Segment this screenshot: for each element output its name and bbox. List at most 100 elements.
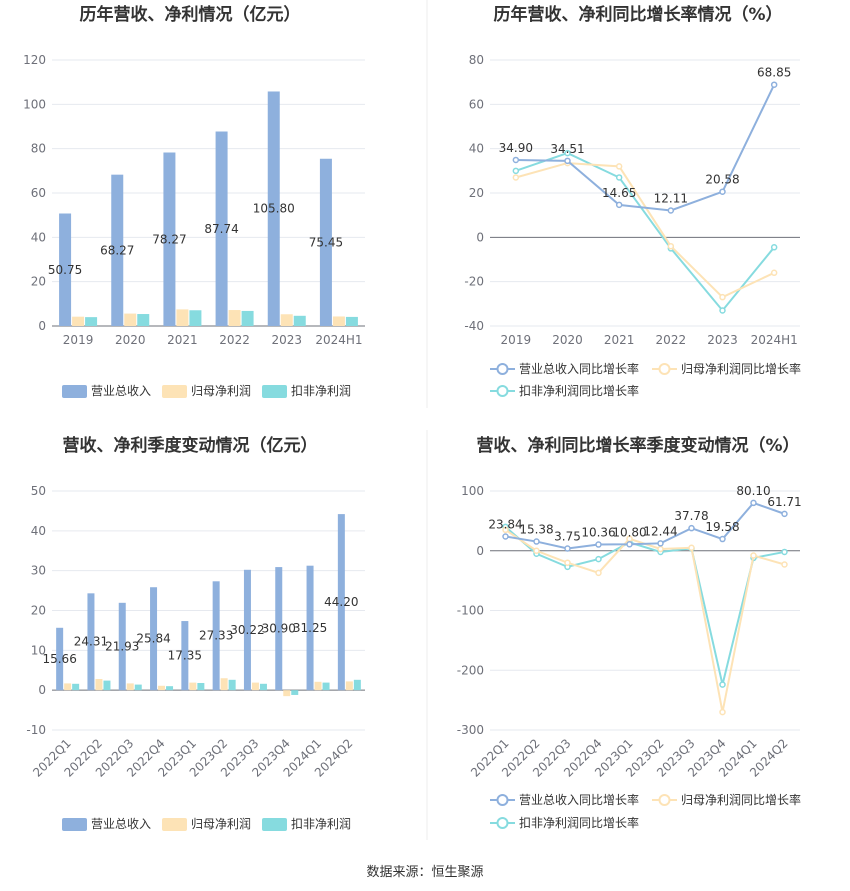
series-point bbox=[615, 174, 623, 181]
series-point bbox=[688, 524, 695, 532]
bar bbox=[118, 602, 126, 691]
bar-value-label: 21.93 bbox=[105, 639, 139, 653]
series-line bbox=[515, 152, 775, 313]
bar bbox=[197, 682, 205, 691]
series-point bbox=[615, 163, 623, 170]
bar bbox=[72, 316, 85, 326]
y-tick-label: 30 bbox=[31, 564, 46, 578]
point-value-label: 23.84 bbox=[488, 518, 522, 532]
legend-label: 归母净利润 bbox=[191, 384, 251, 398]
y-tick-label: 0 bbox=[476, 544, 484, 558]
bar bbox=[137, 314, 150, 326]
legend-swatch bbox=[162, 818, 187, 831]
legend-label: 扣非净利润同比增长率 bbox=[519, 815, 639, 830]
series-point bbox=[719, 708, 726, 716]
point-value-label: 15.38 bbox=[519, 523, 553, 537]
bar bbox=[259, 683, 267, 691]
series-point bbox=[657, 540, 664, 547]
series-point bbox=[770, 269, 778, 277]
bar bbox=[95, 679, 103, 691]
bar bbox=[134, 684, 142, 691]
chart-4: 营收、净利同比增长率季度变动情况（%）-300-200-10001002022Q… bbox=[457, 435, 802, 830]
data-source: 数据来源：恒生聚源 bbox=[366, 865, 483, 880]
bar bbox=[332, 316, 345, 326]
bar bbox=[87, 593, 95, 691]
bar bbox=[243, 569, 251, 691]
series-point bbox=[719, 535, 726, 543]
chart-title: 营收、净利同比增长率季度变动情况（%） bbox=[476, 435, 799, 456]
series-point bbox=[781, 548, 788, 556]
chart-1: 历年营收、净利情况（亿元） 0 20 40 60 80 100 120 2019 2020 2021… bbox=[23, 4, 365, 398]
bar bbox=[280, 314, 293, 326]
bar-value-label: 50.75 bbox=[48, 263, 82, 277]
series-point bbox=[626, 541, 633, 548]
x-tick-label: 2021 bbox=[167, 333, 198, 347]
y-tick-label: 0 bbox=[38, 683, 46, 697]
legend-marker bbox=[496, 817, 509, 829]
point-value-label: 80.10 bbox=[736, 484, 770, 498]
y-tick-label: -20 bbox=[464, 275, 484, 289]
legend-label: 营业总收入 bbox=[91, 384, 151, 398]
y-tick-label: 50 bbox=[31, 484, 46, 498]
bar-value-label: 105.80 bbox=[253, 202, 295, 216]
point-value-label: 20.58 bbox=[705, 173, 739, 187]
bar bbox=[189, 310, 202, 326]
y-tick-label: 0 bbox=[38, 319, 46, 333]
x-tick-label: 2019 bbox=[501, 333, 532, 347]
legend-swatch bbox=[262, 818, 287, 831]
x-tick-label: 2024H1 bbox=[315, 333, 362, 347]
series-point bbox=[781, 561, 788, 568]
series-point bbox=[667, 207, 675, 214]
bar bbox=[64, 683, 72, 691]
series-point bbox=[564, 157, 571, 165]
bar bbox=[228, 310, 241, 326]
chart-2: 历年营收、净利同比增长率情况（%） -40 -20 0 20 40 60 80 2019 2020… bbox=[464, 4, 801, 398]
legend-label: 扣非净利润 bbox=[291, 384, 351, 398]
series-point bbox=[595, 569, 602, 577]
legend-label: 营业总收入 bbox=[91, 817, 151, 831]
y-tick-label: 60 bbox=[469, 97, 484, 111]
point-value-label: 10.36 bbox=[581, 526, 615, 540]
bar bbox=[181, 621, 189, 691]
x-tick-label: 2022 bbox=[656, 333, 687, 347]
x-tick-label: 2020 bbox=[115, 333, 146, 347]
y-tick-label: 20 bbox=[469, 186, 484, 200]
bar-value-label: 17.35 bbox=[168, 649, 202, 663]
bar bbox=[314, 681, 322, 691]
bar bbox=[215, 131, 228, 326]
series-point bbox=[770, 81, 778, 88]
bar bbox=[322, 682, 330, 691]
y-tick-label: 100 bbox=[461, 484, 484, 498]
series-point bbox=[564, 545, 571, 552]
bar bbox=[293, 315, 306, 326]
series-point bbox=[770, 244, 778, 251]
bar-value-label: 31.25 bbox=[293, 621, 327, 635]
series-line bbox=[515, 84, 776, 212]
chart-3: 营收、净利季度变动情况（亿元）-10010203040502022Q12022Q… bbox=[26, 435, 365, 831]
x-tick-label: 2024H1 bbox=[751, 333, 798, 347]
bar bbox=[275, 567, 283, 691]
point-value-label: 19.58 bbox=[705, 520, 739, 534]
series-point bbox=[512, 167, 520, 175]
series-point bbox=[750, 499, 757, 507]
bar-value-label: 68.27 bbox=[100, 243, 134, 257]
y-tick-label: -100 bbox=[457, 604, 484, 618]
bar bbox=[251, 682, 259, 691]
x-tick-label: 2023 bbox=[707, 333, 738, 347]
series-line bbox=[505, 501, 785, 550]
bar bbox=[306, 565, 314, 691]
series-point bbox=[564, 149, 571, 157]
bar-value-label: 25.84 bbox=[136, 632, 170, 646]
series-point bbox=[781, 510, 788, 518]
y-tick-label: 0 bbox=[476, 230, 484, 244]
bar bbox=[56, 627, 64, 691]
y-tick-label: 10 bbox=[31, 643, 46, 657]
series-point bbox=[719, 307, 726, 314]
point-value-label: 12.44 bbox=[643, 524, 677, 538]
series-line bbox=[504, 529, 785, 713]
bar-value-label: 30.22 bbox=[230, 623, 264, 637]
legend-label: 归母净利润 bbox=[191, 817, 251, 831]
point-value-label: 68.85 bbox=[757, 66, 791, 80]
series-point bbox=[533, 538, 540, 545]
legend-label: 扣非净利润同比增长率 bbox=[519, 383, 639, 398]
